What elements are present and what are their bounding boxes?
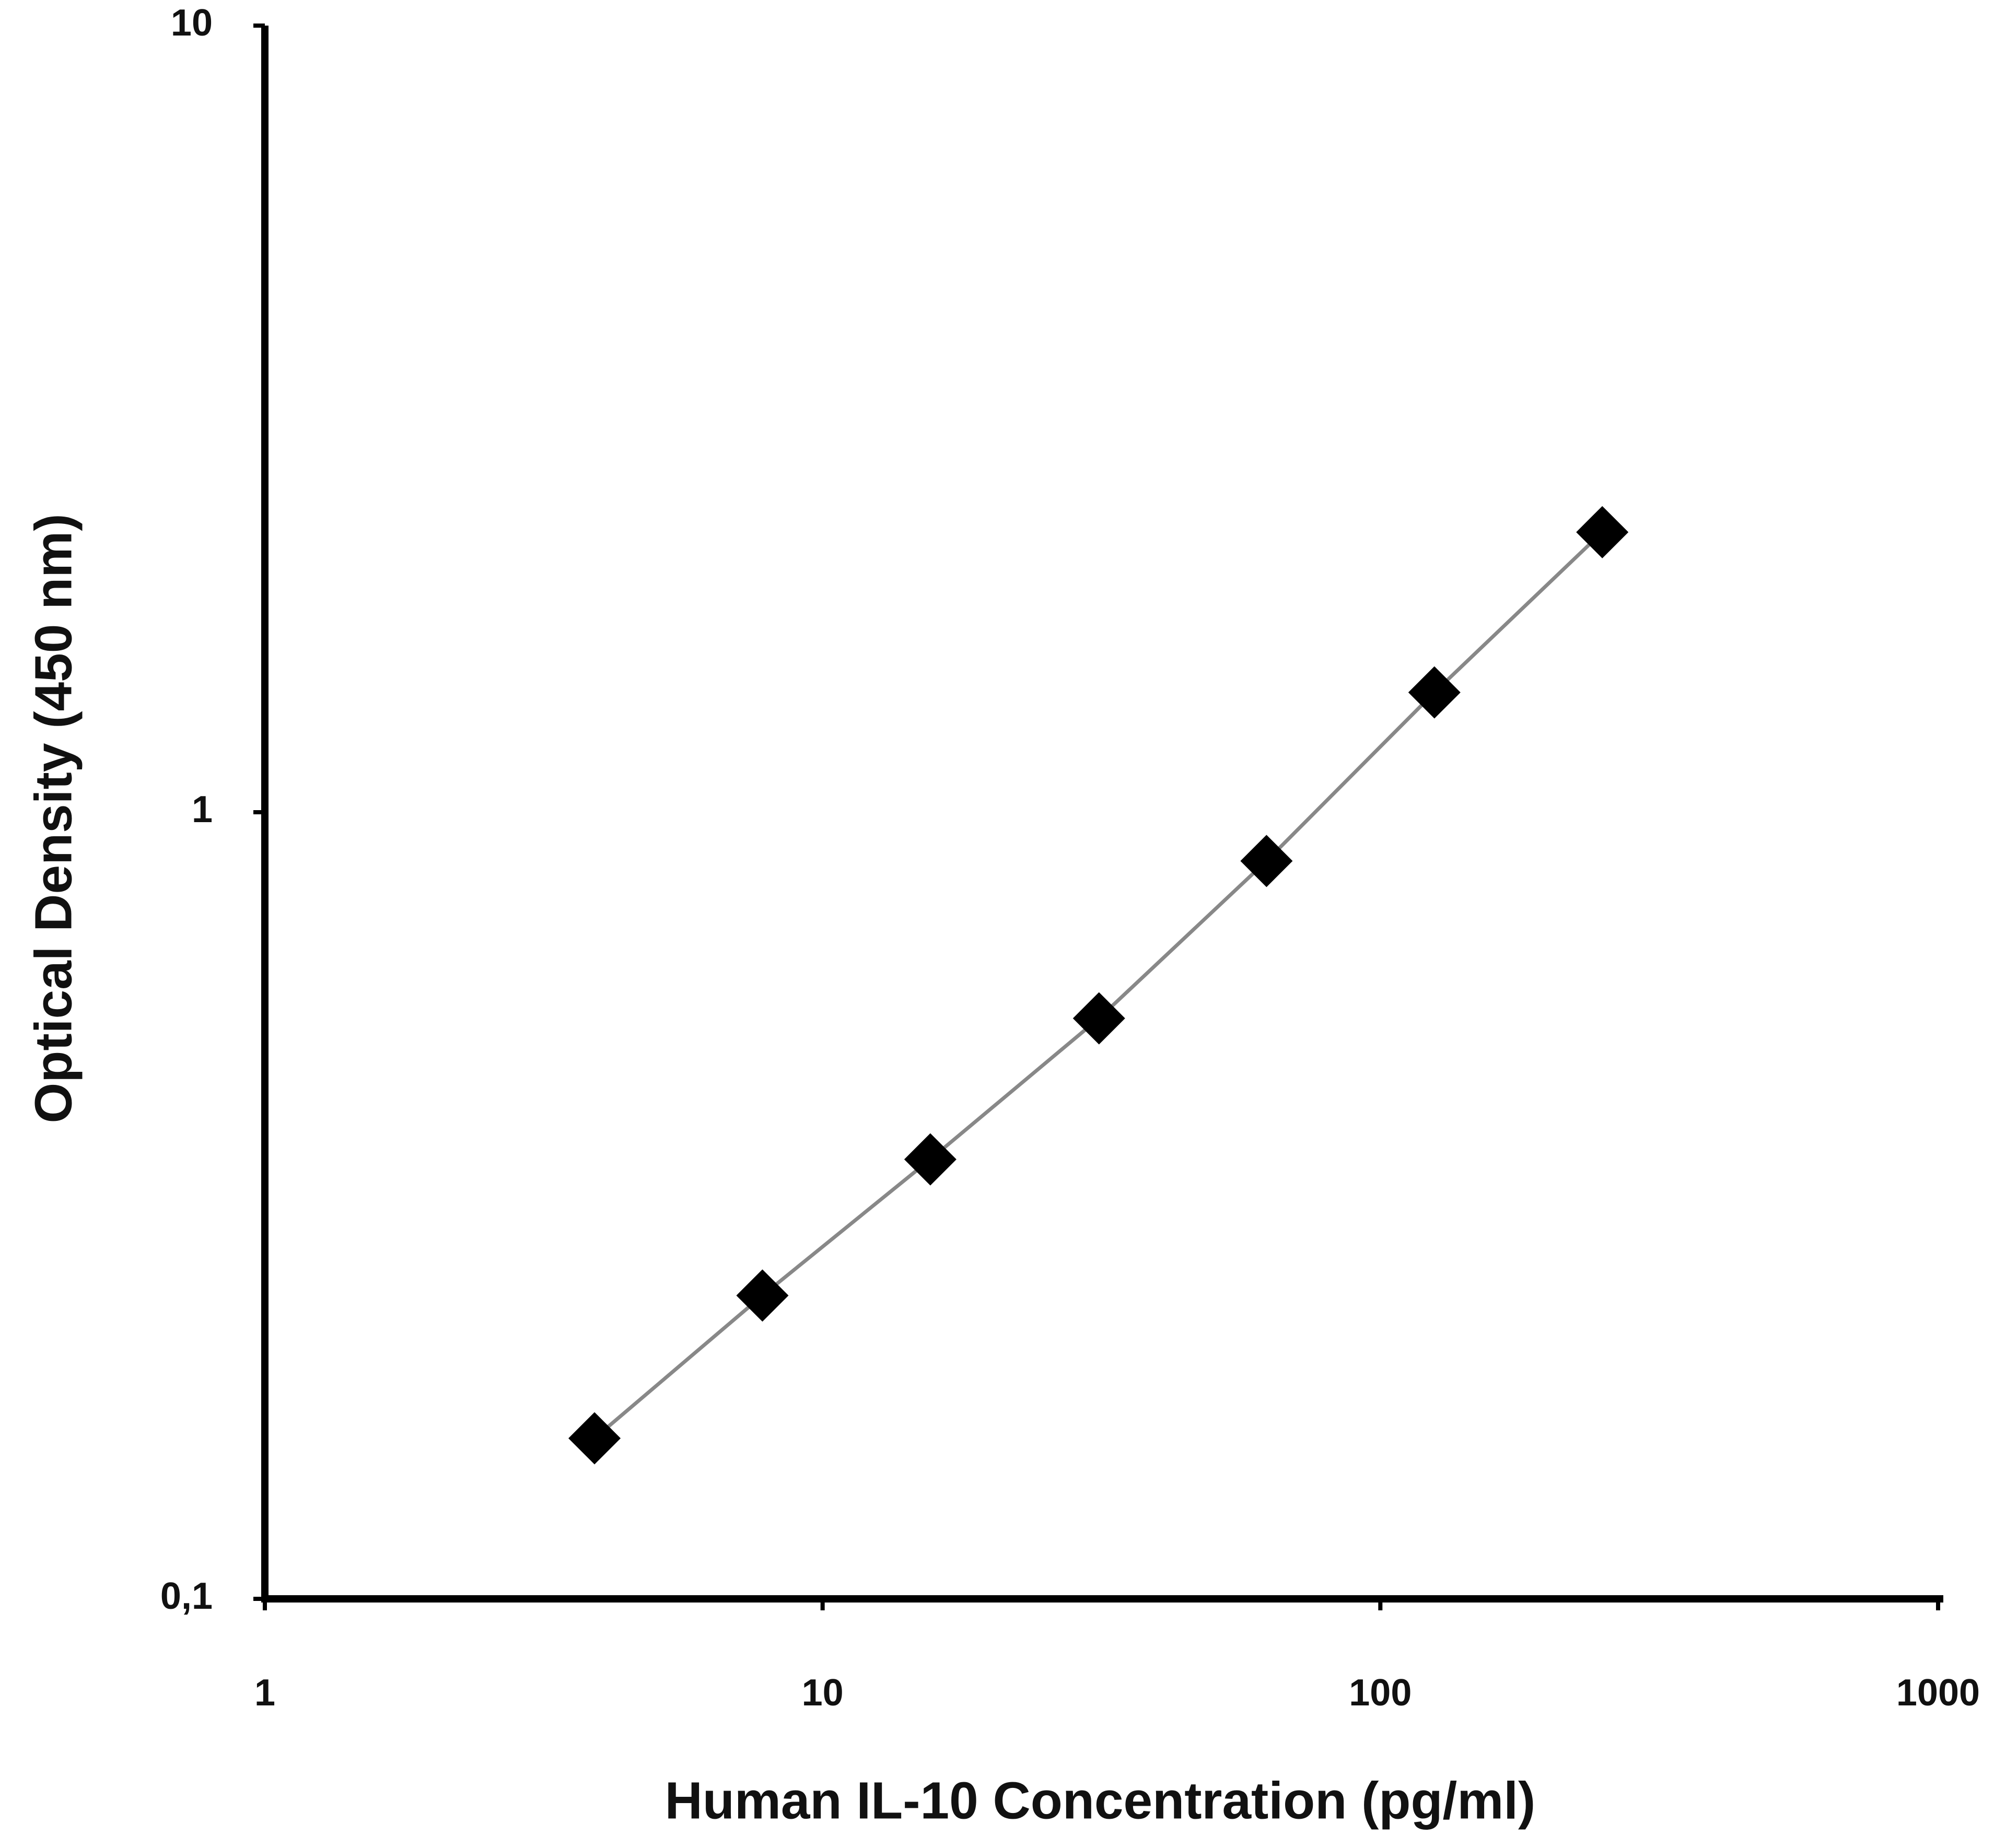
- data-point: [736, 1269, 789, 1322]
- x-axis-title: Human IL-10 Concentration (pg/ml): [665, 1771, 1536, 1830]
- y-tick-label: 1: [192, 789, 213, 831]
- data-point: [568, 1412, 621, 1465]
- data-point: [1240, 835, 1293, 887]
- y-tick-label: 0,1: [160, 1575, 213, 1617]
- x-tick-label: 1: [254, 1672, 275, 1714]
- data-point: [904, 1133, 957, 1186]
- data-point: [1576, 506, 1629, 558]
- x-tick-label: 1000: [1896, 1672, 1980, 1714]
- y-axis-title: Optical Density (450 nm): [24, 514, 83, 1124]
- data-point: [1072, 992, 1125, 1045]
- y-tick-label: 10: [171, 2, 213, 44]
- x-tick-label: 100: [1349, 1672, 1412, 1714]
- data-point: [1408, 666, 1461, 719]
- x-tick-label: 10: [802, 1672, 844, 1714]
